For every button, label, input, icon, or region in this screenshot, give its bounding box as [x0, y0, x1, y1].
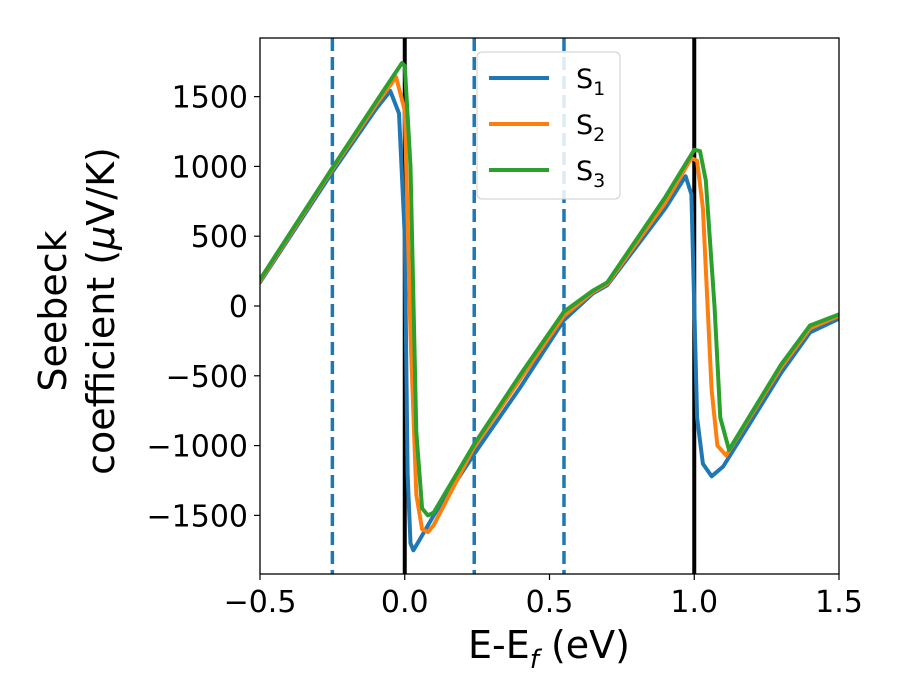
y-axis: −1500 −1000 −500 0 500 1000 1500 [147, 81, 260, 534]
x-tick-label: 0.0 [381, 585, 429, 620]
y-tick-label: −500 [166, 360, 248, 395]
y-tick-label: 500 [191, 220, 248, 255]
legend: S1 S2 S3 [476, 51, 621, 200]
series-lines [260, 61, 839, 553]
legend-label-s3: S3 [576, 156, 605, 192]
x-tick-label: 1.0 [670, 585, 718, 620]
y-axis-label: Seebeck coefficient (μV/K) [31, 147, 123, 475]
y-tick-label: 1500 [172, 81, 248, 116]
y-tick-label: 1000 [172, 150, 248, 185]
series-line-s2 [260, 75, 839, 535]
y-axis-label-line1: Seebeck [31, 230, 75, 391]
x-axis-label: E-Ef (eV) [468, 623, 630, 675]
y-tick-label: −1000 [147, 430, 248, 465]
series-line-s1 [260, 89, 839, 553]
y-tick-label: −1500 [147, 499, 248, 534]
x-tick-label: −0.5 [224, 585, 297, 620]
legend-label-s1: S1 [576, 64, 605, 100]
x-tick-label: 1.5 [815, 585, 863, 620]
series-line-s3 [260, 61, 839, 518]
x-axis: −0.5 0.0 0.5 1.0 1.5 [224, 574, 863, 620]
y-tick-label: 0 [229, 290, 248, 325]
legend-label-s2: S2 [576, 110, 605, 146]
x-tick-label: 0.5 [526, 585, 574, 620]
y-axis-label-line2: coefficient (μV/K) [79, 147, 123, 475]
